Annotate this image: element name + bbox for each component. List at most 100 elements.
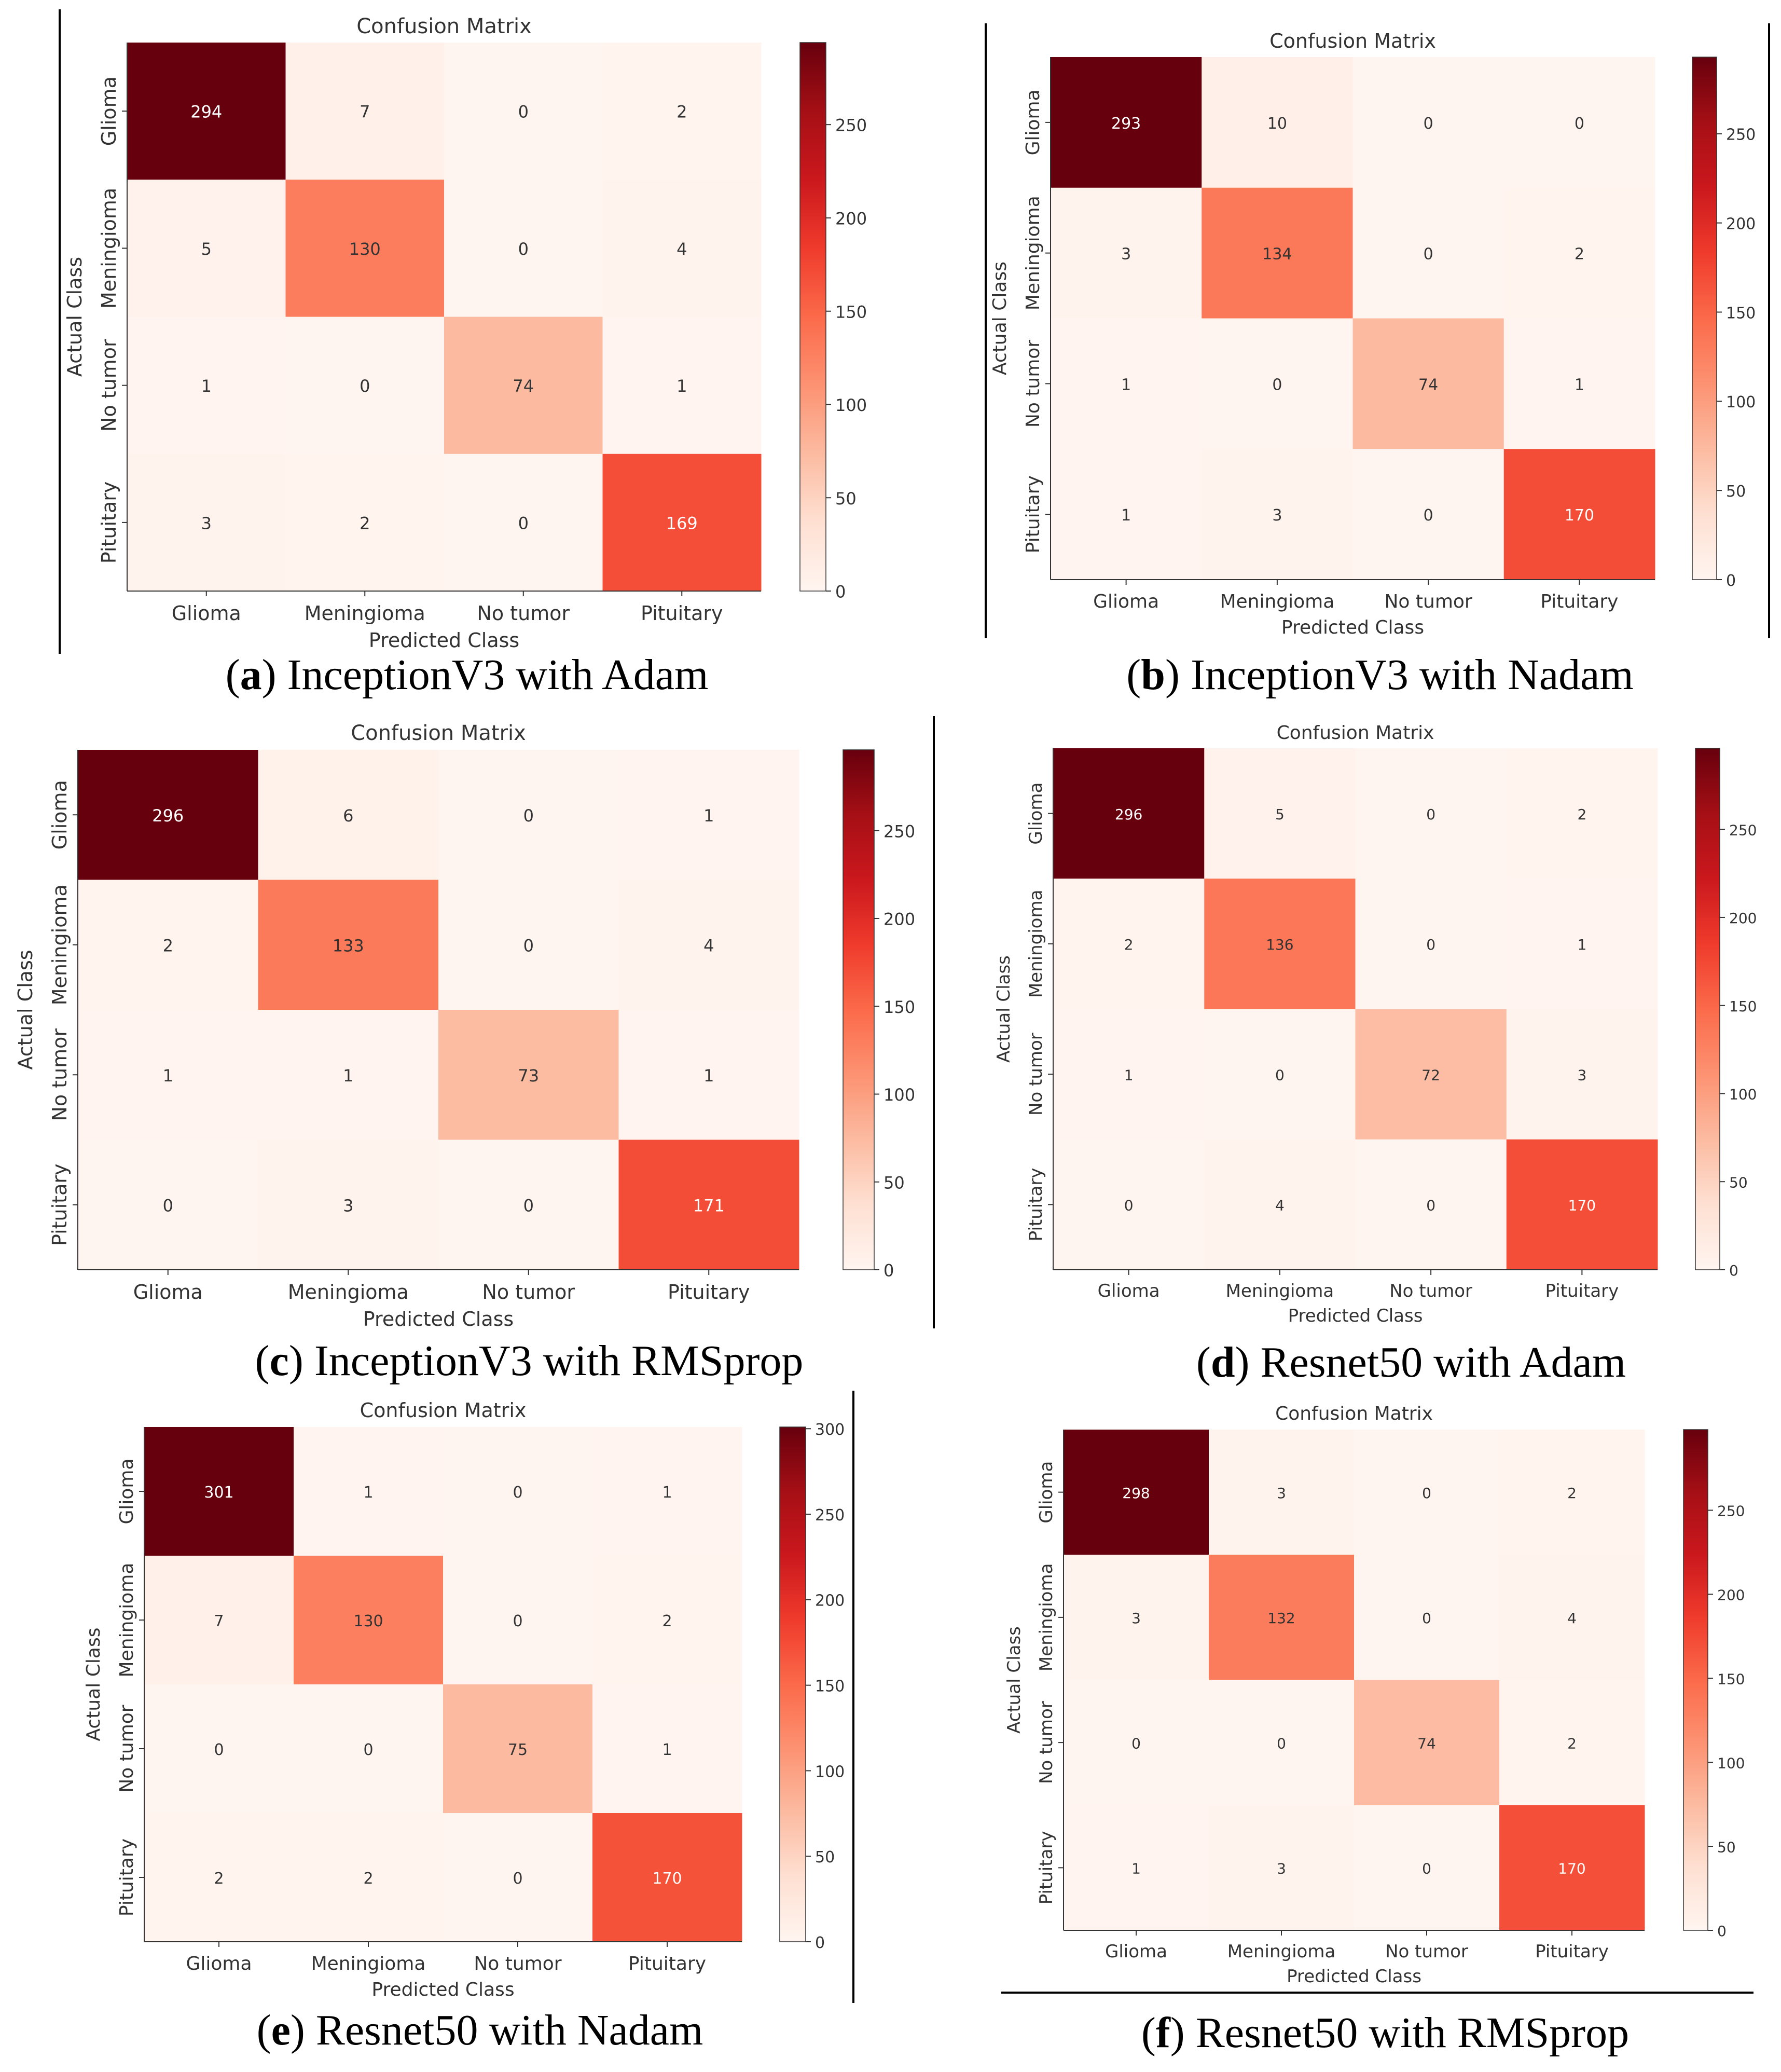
cell-value-label: 170 bbox=[652, 1870, 682, 1888]
heatmap-cell bbox=[1202, 57, 1353, 188]
colorbar-tick-label: 200 bbox=[1726, 215, 1756, 234]
heatmap-cell bbox=[444, 317, 603, 455]
colorbar-tick-label: 150 bbox=[1729, 998, 1757, 1015]
cell-value-label: 170 bbox=[1565, 506, 1594, 525]
cell-value-label: 1 bbox=[703, 1066, 714, 1086]
heatmap-cell bbox=[1051, 187, 1202, 319]
x-tick-label: Pituitary bbox=[641, 602, 723, 625]
cell-value-label: 2 bbox=[1577, 806, 1586, 823]
panel-caption: (c) InceptionV3 with RMSprop bbox=[255, 1337, 804, 1385]
heatmap-cell bbox=[1202, 449, 1353, 580]
y-tick-label: Meningioma bbox=[1036, 1563, 1057, 1672]
heatmap-cell bbox=[258, 1010, 439, 1140]
y-tick-label: No tumor bbox=[1026, 1033, 1046, 1116]
cell-value-label: 5 bbox=[1275, 806, 1285, 823]
colorbar bbox=[1695, 748, 1720, 1270]
cell-value-label: 0 bbox=[1422, 1485, 1431, 1502]
cell-value-label: 2 bbox=[1575, 245, 1584, 264]
cell-value-label: 1 bbox=[1121, 506, 1131, 525]
heatmap-cell bbox=[294, 1684, 444, 1814]
cell-value-label: 0 bbox=[518, 513, 529, 533]
cell-value-label: 10 bbox=[1267, 115, 1287, 133]
cell-value-label: 2 bbox=[1567, 1485, 1577, 1502]
cell-value-label: 4 bbox=[1275, 1197, 1285, 1214]
heatmap-cell bbox=[78, 1140, 258, 1270]
heatmap-cell bbox=[1499, 1430, 1645, 1555]
chart-title: Confusion Matrix bbox=[1277, 722, 1434, 744]
heatmap-cell bbox=[438, 880, 619, 1010]
cell-value-label: 0 bbox=[163, 1196, 173, 1215]
x-tick-label: Glioma bbox=[172, 602, 241, 625]
heatmap-cell bbox=[1064, 1555, 1209, 1680]
heatmap-cell bbox=[1209, 1555, 1355, 1680]
heatmap-cell bbox=[443, 1684, 593, 1814]
cell-value-label: 0 bbox=[513, 1870, 522, 1888]
cell-value-label: 6 bbox=[343, 806, 353, 826]
x-tick-label: Pituitary bbox=[1540, 591, 1618, 612]
heatmap-cell bbox=[602, 454, 762, 592]
y-axis-label: Actual Class bbox=[14, 950, 37, 1069]
heatmap-cell bbox=[285, 180, 445, 317]
colorbar-tick-label: 200 bbox=[1729, 910, 1757, 927]
cell-value-label: 2 bbox=[662, 1612, 672, 1630]
cell-value-label: 3 bbox=[1277, 1860, 1286, 1877]
heatmap-cell bbox=[1352, 187, 1504, 319]
colorbar-tick-label: 0 bbox=[1729, 1262, 1738, 1279]
heatmap-cell bbox=[294, 1556, 444, 1685]
heatmap-cell bbox=[1064, 1805, 1209, 1931]
y-tick-label: Pituitary bbox=[116, 1838, 137, 1916]
cell-value-label: 0 bbox=[1424, 115, 1433, 133]
colorbar-tick-label: 50 bbox=[815, 1848, 835, 1867]
y-tick-label: Glioma bbox=[1023, 89, 1044, 155]
colorbar-tick-label: 150 bbox=[835, 302, 867, 322]
heatmap-cell bbox=[1354, 1555, 1500, 1680]
x-axis-label: Predicted Class bbox=[1281, 617, 1424, 638]
y-tick-label: Meningioma bbox=[1023, 196, 1044, 310]
cell-value-label: 3 bbox=[1277, 1485, 1286, 1502]
x-tick-label: Glioma bbox=[133, 1281, 203, 1303]
y-tick-label: No tumor bbox=[1023, 340, 1044, 428]
heatmap-cell bbox=[1051, 449, 1202, 580]
cell-value-label: 0 bbox=[518, 239, 529, 259]
y-tick-label: Pituitary bbox=[98, 482, 120, 564]
cell-value-label: 0 bbox=[1424, 506, 1433, 525]
y-axis-label: Actual Class bbox=[1004, 1626, 1025, 1734]
panel-caption: (b) InceptionV3 with Nadam bbox=[1126, 651, 1633, 699]
colorbar-tick-label: 200 bbox=[1717, 1587, 1745, 1604]
cell-value-label: 1 bbox=[676, 376, 687, 396]
heatmap-cell bbox=[1053, 748, 1205, 879]
heatmap-cell bbox=[444, 454, 603, 592]
chart-title: Confusion Matrix bbox=[356, 15, 532, 38]
x-tick-label: Glioma bbox=[1093, 591, 1159, 612]
heatmap-cell bbox=[285, 454, 445, 592]
y-tick-label: Glioma bbox=[48, 780, 71, 849]
x-tick-label: Glioma bbox=[1105, 1941, 1167, 1962]
heatmap-cell bbox=[127, 43, 286, 180]
colorbar-tick-label: 100 bbox=[1726, 393, 1756, 411]
heatmap-cell bbox=[1204, 879, 1356, 1009]
x-tick-label: Pituitary bbox=[1535, 1941, 1609, 1962]
cell-value-label: 171 bbox=[693, 1196, 725, 1215]
cell-value-label: 4 bbox=[1567, 1610, 1577, 1627]
cell-value-label: 3 bbox=[1121, 245, 1131, 264]
y-tick-label: No tumor bbox=[98, 339, 120, 432]
heatmap-cell bbox=[1053, 1139, 1205, 1270]
cell-value-label: 0 bbox=[1131, 1735, 1141, 1752]
heatmap-cell bbox=[618, 750, 799, 880]
heatmap-cell bbox=[144, 1427, 294, 1556]
y-tick-label: No tumor bbox=[48, 1028, 71, 1121]
heatmap-cell bbox=[258, 1140, 439, 1270]
cell-value-label: 0 bbox=[1426, 1197, 1435, 1214]
cell-value-label: 73 bbox=[518, 1066, 539, 1086]
heatmap-cell bbox=[602, 317, 762, 455]
heatmap-cell bbox=[618, 880, 799, 1010]
heatmap-cell bbox=[1352, 57, 1504, 188]
cell-value-label: 74 bbox=[513, 376, 534, 396]
heatmap-cell bbox=[294, 1427, 444, 1556]
heatmap-cell bbox=[1209, 1430, 1355, 1555]
cell-value-label: 0 bbox=[523, 936, 534, 955]
cell-value-label: 75 bbox=[508, 1741, 528, 1759]
heatmap-cell bbox=[285, 43, 445, 180]
